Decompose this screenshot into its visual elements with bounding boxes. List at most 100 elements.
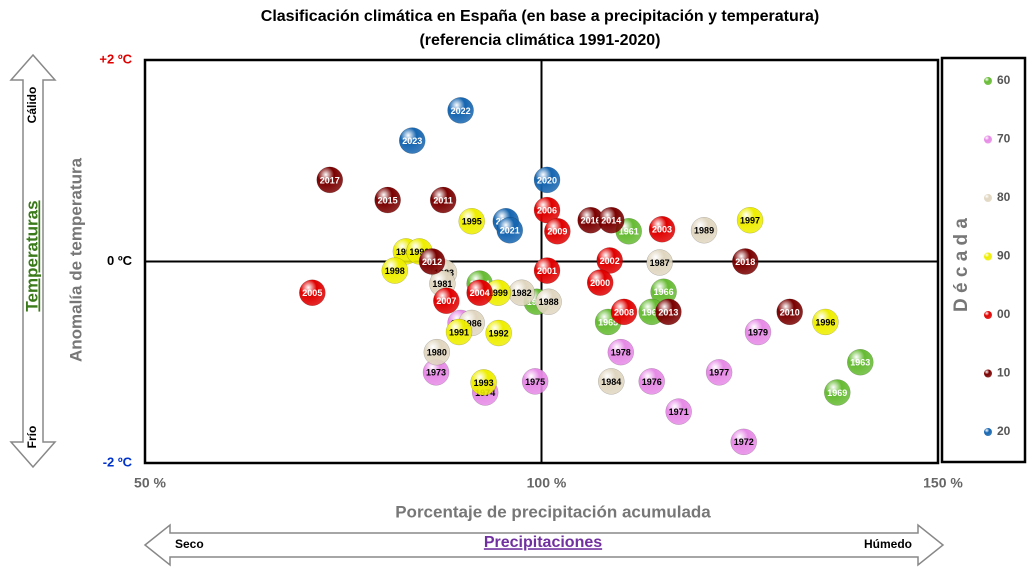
temp-arrow [9,53,57,469]
point [705,359,733,386]
point-label: 1995 [462,217,482,227]
point-label: 1984 [601,377,621,387]
point-label: 1991 [449,327,469,337]
precip-middle: Precipitaciones [484,534,602,551]
precip-right: Húmedo [864,537,912,551]
point-label: 2018 [735,257,755,267]
point-label: 1993 [474,378,494,388]
point [496,217,524,244]
point-label: 1976 [642,377,662,387]
x-tick-label: 150 % [923,475,963,491]
y-tick-label: +2 ºC [99,51,132,66]
point-label: 2004 [470,288,490,298]
point [665,398,692,425]
y-tick-label: -2 ºC [103,454,133,469]
point-label: 1972 [734,437,754,447]
point-label: 1998 [385,266,405,276]
point-label: 1989 [694,226,714,236]
point-label: 1979 [748,327,768,337]
chart-subtitle: (referencia climática 1991-2020) [419,32,660,49]
x-tick-label: 100 % [527,475,567,491]
point [847,349,874,376]
precip-arrow [143,523,945,567]
point-label: 1994 [396,247,416,257]
point-label: 2000 [590,278,610,288]
point-label: 1987 [650,258,670,268]
legend-label: 20 [997,424,1011,438]
point [646,249,673,276]
legend-marker [984,252,992,261]
legend-label: 10 [997,366,1011,380]
point-label: 2023 [402,136,422,146]
point-label: 2016 [581,216,601,226]
point-label: 2022 [451,106,471,116]
point-label: 1986 [462,318,482,328]
point-label: 2011 [433,195,453,205]
legend-title: D é c a d a [951,218,972,312]
legend-label: 90 [997,249,1011,263]
point [433,287,460,315]
point [732,248,759,275]
legend-marker [984,194,992,202]
point-label: 1980 [427,348,447,358]
legend-marker [984,428,992,436]
legend-marker [984,135,992,144]
point-label: 2002 [600,256,620,266]
point [607,338,635,366]
point [598,206,625,234]
point-label: 2003 [652,225,672,235]
point [521,368,549,395]
y-tick-label: 0 ºC [107,253,133,268]
point-label: 1990 [409,247,429,257]
point [730,428,757,456]
point-label: 1971 [669,407,689,417]
point [445,318,473,346]
point [648,216,676,243]
point [812,308,839,336]
point-label: 1997 [740,216,760,226]
legend-label: 00 [997,307,1011,321]
point [447,97,474,124]
point [655,298,682,326]
point-label: 2009 [547,227,567,237]
point-label: 1992 [489,328,509,338]
point-label: 1978 [611,348,631,358]
point [466,279,493,306]
point [374,186,401,214]
point [533,196,561,224]
point-label: 2020 [537,175,557,185]
point-label: 1975 [525,377,545,387]
point [598,368,625,395]
legend-label: 80 [997,190,1011,204]
point-label: 2012 [422,257,442,267]
point [458,207,485,235]
point-label: 1969 [827,388,847,398]
point [470,369,497,396]
point-label: 1999 [488,288,508,298]
point [776,298,803,326]
point-label: 2001 [537,266,557,276]
point [316,166,344,194]
point-label: 2017 [320,175,340,185]
point [299,279,326,306]
temp-bottom: Frío [25,426,39,449]
point-label: 2014 [601,216,621,226]
point [736,206,764,234]
point-label: 1965 [598,317,618,327]
temp-top: Cálido [25,87,39,124]
legend-marker [984,369,992,378]
point [638,368,665,395]
point-label: 2007 [436,296,456,306]
point-label: 2015 [378,195,398,205]
point-label: 1966 [654,287,674,297]
precip-left: Seco [175,537,204,551]
point [429,186,457,214]
legend-marker [984,77,992,85]
x-tick-label: 50 % [134,475,166,491]
point-label: 1996 [815,317,835,327]
point-label: 2010 [780,307,800,317]
legend-box [940,56,1027,464]
point [418,248,446,275]
legend-label: 60 [997,73,1011,87]
